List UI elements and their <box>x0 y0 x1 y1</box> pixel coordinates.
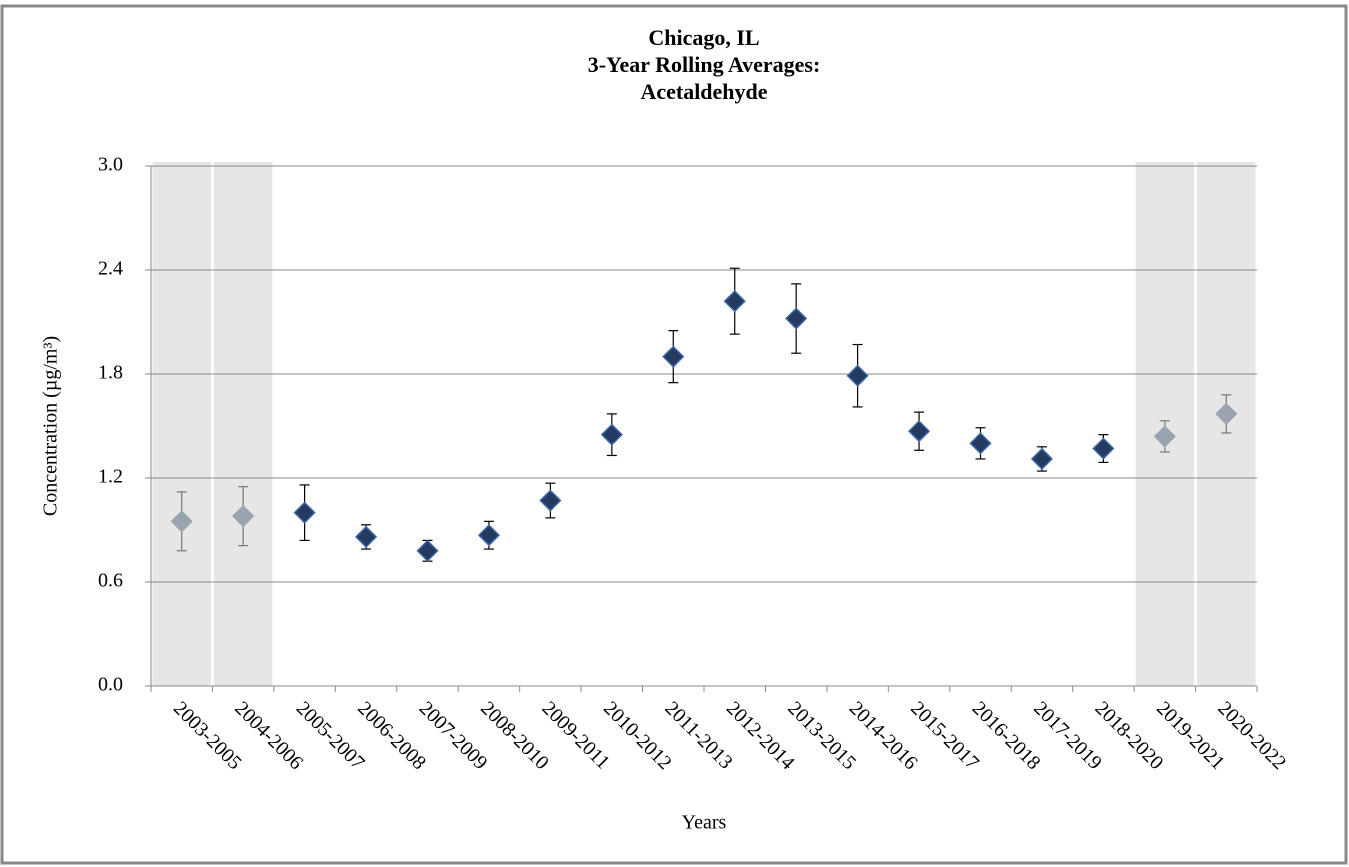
marker <box>232 505 255 528</box>
y-tick-label: 1.8 <box>98 362 123 384</box>
y-axis-label: Concentration (µg/m³) <box>40 336 62 516</box>
y-tick-label: 0.0 <box>98 674 123 696</box>
marker <box>416 539 439 562</box>
marker <box>1092 437 1115 460</box>
marker <box>1153 425 1176 448</box>
y-tick-label: 2.4 <box>98 258 123 280</box>
marker <box>354 525 378 548</box>
marker <box>293 501 316 524</box>
marker <box>662 345 685 368</box>
marker <box>846 364 869 387</box>
chart-title: Acetaldehyde <box>640 79 767 104</box>
marker <box>969 432 992 455</box>
marker <box>600 423 623 446</box>
marker <box>477 524 501 547</box>
shaded-band <box>152 162 211 686</box>
marker <box>539 489 562 512</box>
marker <box>723 290 746 313</box>
marker <box>1215 402 1238 425</box>
y-tick-label: 0.6 <box>98 570 123 592</box>
shaded-band <box>213 162 273 686</box>
x-axis-label: Years <box>682 812 727 834</box>
y-tick-label: 3.0 <box>98 154 123 176</box>
y-tick-label: 1.2 <box>98 466 123 488</box>
marker <box>907 420 931 443</box>
chart-title: Chicago, IL <box>648 25 759 50</box>
marker <box>1030 447 1054 470</box>
marker <box>785 307 808 330</box>
marker <box>170 510 193 533</box>
chart-title: 3-Year Rolling Averages: <box>588 52 821 77</box>
